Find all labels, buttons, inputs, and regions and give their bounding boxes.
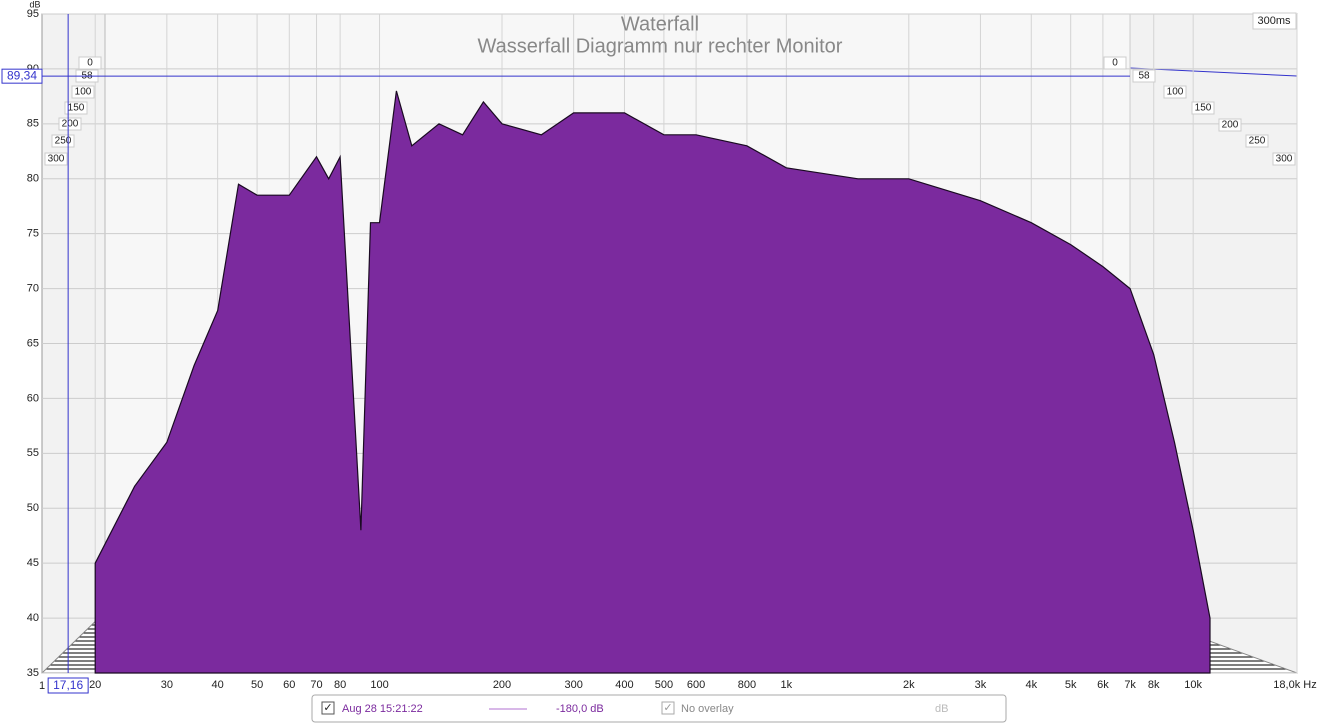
x-tick-label: 3k xyxy=(975,679,987,691)
x-tick-label: 40 xyxy=(212,679,224,691)
time-tick-label: 200 xyxy=(1222,120,1239,131)
x-tick-label: 400 xyxy=(615,679,633,691)
y-tick-label: 55 xyxy=(27,447,39,459)
chart-title: Waterfall xyxy=(621,13,699,35)
time-tick-box xyxy=(1132,69,1156,83)
legend-bar xyxy=(311,694,1007,723)
time-tick-label: 100 xyxy=(75,87,92,98)
y-tick-label: 95 xyxy=(27,8,39,20)
y-tick-label: 50 xyxy=(27,502,39,514)
x-tick-label: 500 xyxy=(655,679,673,691)
waterfall-area xyxy=(94,90,1211,674)
legend-date: Aug 28 15:21:22 xyxy=(342,703,423,715)
y-tick-label: 35 xyxy=(27,667,39,679)
time-tick-box xyxy=(44,152,68,166)
y-tick-label: 45 xyxy=(27,557,39,569)
x-tick-label: 600 xyxy=(687,679,705,691)
time-range-label: 300ms xyxy=(1257,15,1291,27)
x-tick-label: 60 xyxy=(283,679,295,691)
edge xyxy=(41,611,106,674)
x-tick-label: 18,0k Hz xyxy=(1273,679,1316,691)
x-tick-label: 5k xyxy=(1065,679,1077,691)
cursor-level-box xyxy=(1,68,43,84)
y-tick-label: 65 xyxy=(27,337,39,349)
x-tick-label: 80 xyxy=(334,679,346,691)
time-tick-label: 200 xyxy=(62,119,79,130)
checkmark: ✓ xyxy=(323,702,332,714)
checkbox[interactable] xyxy=(321,701,335,715)
x-tick-label: 2k xyxy=(903,679,915,691)
legend-overlay: No overlay xyxy=(681,703,734,715)
time-tick-label: 150 xyxy=(68,103,85,114)
y-tick-label: 75 xyxy=(27,228,39,240)
time-tick-label: 150 xyxy=(1195,103,1212,114)
time-tick-box xyxy=(1218,118,1242,132)
time-tick-label: 58 xyxy=(1138,71,1150,82)
x-tick-label: 200 xyxy=(493,679,511,691)
time-range-box xyxy=(1252,12,1297,30)
x-start-label: 1 xyxy=(39,680,45,692)
time-tick-label: 300 xyxy=(48,154,65,165)
x-tick-label: 8k xyxy=(1148,679,1160,691)
x-tick-label: 50 xyxy=(251,679,263,691)
x-tick-label: 100 xyxy=(370,679,388,691)
time-tick-box xyxy=(78,56,102,70)
time-tick-box xyxy=(64,101,88,115)
chart-subtitle: Wasserfall Diagramm nur rechter Monitor xyxy=(478,35,843,57)
x-tick-label: 300 xyxy=(564,679,582,691)
time-tick-label: 300 xyxy=(1276,154,1293,165)
x-tick-label: 800 xyxy=(738,679,756,691)
x-tick-label: 10k xyxy=(1184,679,1202,691)
time-tick-box xyxy=(1191,101,1215,115)
overlay-checkbox[interactable] xyxy=(661,701,675,715)
x-tick-label: 70 xyxy=(310,679,322,691)
time-tick-label: 250 xyxy=(55,136,72,147)
legend-unit: dB xyxy=(935,703,948,715)
y-axis-label: dB xyxy=(29,0,40,9)
x-tick-label: 4k xyxy=(1025,679,1037,691)
x-tick-label: 1k xyxy=(781,679,793,691)
time-tick-label: 0 xyxy=(1112,58,1118,69)
y-tick-label: 85 xyxy=(27,118,39,130)
time-tick-box xyxy=(1245,134,1269,148)
marks xyxy=(94,90,1211,674)
time-tick-box xyxy=(1103,56,1127,70)
x-tick-label: 20 xyxy=(89,679,101,691)
y-tick-label: 60 xyxy=(27,392,39,404)
time-tick-box xyxy=(1272,152,1296,166)
x-tick-label: 6k xyxy=(1097,679,1109,691)
y-tick-label: 40 xyxy=(27,612,39,624)
time-tick-box xyxy=(58,117,82,131)
y-tick-label: 80 xyxy=(27,173,39,185)
time-tick-box xyxy=(71,85,95,99)
cursor-level-label: 89,34 xyxy=(7,68,37,82)
time-tick-label: 0 xyxy=(87,58,93,69)
legend-level: -180,0 dB xyxy=(556,703,604,715)
time-tick-box xyxy=(1163,85,1187,99)
checkmark: ✓ xyxy=(663,702,672,714)
time-tick-label: 250 xyxy=(1249,136,1266,147)
time-tick-label: 100 xyxy=(1167,87,1184,98)
x-tick-label: 30 xyxy=(161,679,173,691)
y-tick-label: 70 xyxy=(27,282,39,294)
cursor-freq-label: 17,16 xyxy=(53,678,83,692)
cursor-freq-box xyxy=(47,677,89,694)
x-tick-label: 7k xyxy=(1124,679,1136,691)
